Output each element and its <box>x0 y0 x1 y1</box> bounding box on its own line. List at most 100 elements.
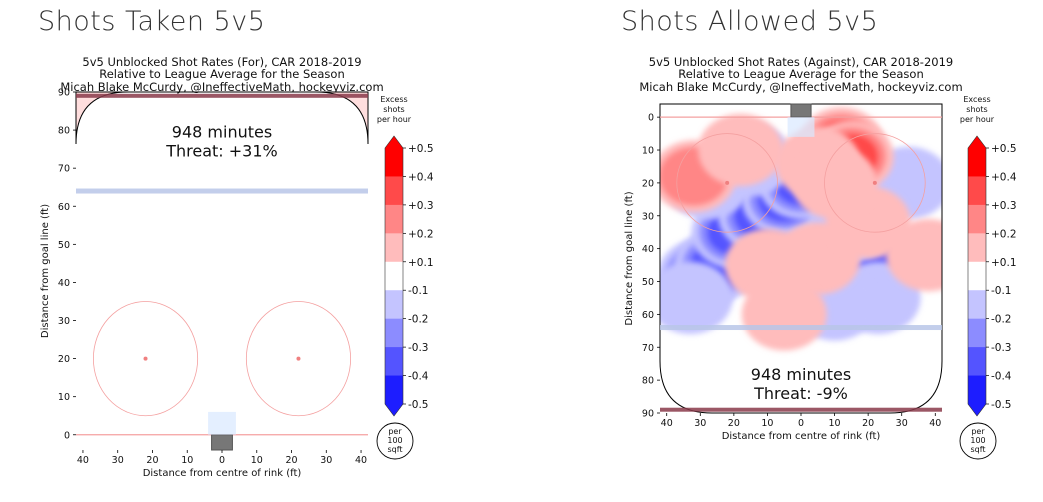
x-tick-label: 20 <box>728 418 740 429</box>
y-tick-label: 0 <box>64 430 70 441</box>
colorbar-label: -0.5 <box>991 399 1012 411</box>
y-tick-label: 40 <box>58 278 70 289</box>
goal-net <box>790 103 812 118</box>
chart-title-line: 5v5 Unblocked Shot Rates (Against), CAR … <box>649 55 953 69</box>
faceoff-dot <box>296 356 301 361</box>
shots-taken-title: Shots Taken 5v5 <box>38 6 266 37</box>
goal-net <box>211 434 233 451</box>
heat-blob <box>282 271 370 355</box>
centre-red-line <box>76 93 368 98</box>
y-axis-label: Distance from goal line (ft) <box>40 204 51 338</box>
heat-blob <box>741 278 827 351</box>
minutes-annotation: 948 minutes <box>172 123 272 142</box>
y-tick-label: 50 <box>58 240 70 251</box>
heat-blob <box>178 298 266 382</box>
unit-label-line: per <box>971 427 985 436</box>
heat-blob <box>195 317 283 401</box>
x-tick-label: 20 <box>285 455 297 466</box>
chart-title-line: Relative to League Average for the Seaso… <box>99 67 345 81</box>
goal-crease <box>787 117 815 137</box>
colorbar-bottom-arrow <box>968 404 986 416</box>
x-axis-label: Distance from centre of rink (ft) <box>143 468 302 479</box>
colorbar-band <box>968 176 986 206</box>
colorbar-title-line: per hour <box>377 115 412 124</box>
colorbar-band <box>385 261 403 291</box>
y-tick-label: 70 <box>642 343 654 354</box>
x-tick-label: 10 <box>251 455 263 466</box>
x-tick-label: 10 <box>829 418 841 429</box>
x-tick-label: 30 <box>694 418 706 429</box>
x-tick-label: 20 <box>862 418 874 429</box>
x-tick-label: 40 <box>661 418 673 429</box>
colorbar-label: -0.4 <box>991 371 1012 383</box>
colorbar-band <box>385 233 403 263</box>
faceoff-circle <box>92 301 199 417</box>
colorbar-band <box>968 148 986 177</box>
x-tick-label: 30 <box>112 455 124 466</box>
colorbar-title-line: Excess <box>380 95 407 104</box>
colorbar-bottom-arrow <box>385 404 403 416</box>
y-tick-label: 10 <box>58 392 70 403</box>
threat-annotation: Threat: +31% <box>165 142 278 161</box>
x-tick-label: 40 <box>355 455 367 466</box>
unit-label-line: per <box>388 427 402 436</box>
colorbar-band <box>968 290 986 320</box>
colorbar-label: +0.3 <box>408 200 434 212</box>
heat-blob <box>161 229 249 313</box>
chart-title-line: Relative to League Average for the Seaso… <box>678 67 924 81</box>
colorbar-label: +0.2 <box>408 228 434 240</box>
heat-blob <box>60 370 148 454</box>
colorbar-band <box>385 318 403 348</box>
unit-label-line: sqft <box>387 445 402 454</box>
shots-taken-panel: Shots Taken 5v5 5v5 Unblocked Shot Rates… <box>0 0 520 502</box>
colorbar-label: -0.1 <box>991 285 1012 297</box>
y-tick-label: 20 <box>642 178 654 189</box>
chart-title-line: Micah Blake McCurdy, @IneffectiveMath, h… <box>639 80 962 94</box>
y-tick-label: 50 <box>642 277 654 288</box>
colorbar-band <box>385 375 403 405</box>
colorbar-label: +0.3 <box>991 200 1017 212</box>
y-tick-label: 70 <box>58 164 70 175</box>
colorbar-band <box>968 204 986 234</box>
colorbar-title-line: shots <box>966 105 987 114</box>
heat-blob <box>886 219 942 292</box>
heat-blob <box>265 241 353 325</box>
colorbar-label: +0.1 <box>991 257 1017 269</box>
y-tick-label: 60 <box>58 202 70 213</box>
colorbar-title-line: per hour <box>960 115 995 124</box>
x-tick-label: 10 <box>181 455 193 466</box>
colorbar-band <box>385 176 403 206</box>
colorbar-label: +0.4 <box>991 171 1017 183</box>
shots-allowed-chart: 5v5 Unblocked Shot Rates (Against), CAR … <box>624 55 1017 460</box>
colorbar-label: +0.1 <box>408 257 434 269</box>
heat-blob <box>792 146 878 220</box>
shots-taken-chart: 5v5 Unblocked Shot Rates (For), CAR 2018… <box>40 55 434 479</box>
colorbar-label: -0.2 <box>991 314 1012 326</box>
x-tick-label: 0 <box>798 418 804 429</box>
heat-blob <box>143 172 231 256</box>
colorbar-label: +0.2 <box>991 228 1017 240</box>
y-axis-label: Distance from goal line (ft) <box>624 191 635 325</box>
faceoff-circle <box>245 301 352 417</box>
faceoff-dot <box>143 356 148 361</box>
blue-line <box>76 188 368 194</box>
x-tick-label: 30 <box>896 418 908 429</box>
goal-crease <box>208 411 236 435</box>
faceoff-circle <box>676 133 778 233</box>
unit-label-line: sqft <box>970 445 985 454</box>
y-tick-label: 80 <box>58 126 70 137</box>
heat-blob <box>63 271 151 355</box>
y-tick-label: 60 <box>642 310 654 321</box>
faceoff-dot <box>725 180 730 185</box>
heat-blob <box>230 309 318 393</box>
x-tick-label: 10 <box>761 418 773 429</box>
colorbar-band <box>385 347 403 377</box>
colorbar-label: -0.3 <box>991 342 1012 354</box>
colorbar-band <box>385 204 403 234</box>
colorbar-label: -0.1 <box>408 285 429 297</box>
heat-blob <box>109 309 197 393</box>
unit-circle <box>376 422 414 460</box>
colorbar-title-line: shots <box>383 105 404 114</box>
y-tick-label: 80 <box>642 376 654 387</box>
y-tick-label: 90 <box>642 409 654 420</box>
